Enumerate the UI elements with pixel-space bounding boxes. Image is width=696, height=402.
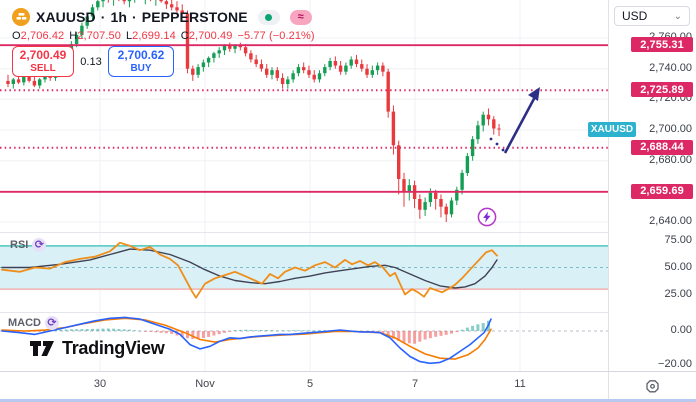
price-tick: 2,740.00 <box>646 61 692 74</box>
ohlc-readout: O2,706.42 H2,707.50 L2,699.14 C2,700.49 −5.7… <box>12 30 315 42</box>
buy-label: BUY <box>130 62 152 74</box>
rsi-tick: 75.00 <box>661 233 692 246</box>
time-tick: 7 <box>411 378 419 390</box>
high-value: 2,707.50 <box>77 30 121 42</box>
market-open-dot-icon <box>265 13 273 21</box>
title-separator: · <box>100 9 106 25</box>
price-level-label[interactable]: 2,659.69 <box>631 183 693 199</box>
price-level-label[interactable]: 2,755.31 <box>631 37 693 53</box>
change-value: −5.77 (−0.21%) <box>237 30 315 42</box>
rsi-indicator-legend[interactable]: RSI ⟳ <box>10 238 47 252</box>
open-value: 2,706.42 <box>20 30 65 42</box>
time-tick: 11 <box>514 378 526 390</box>
spread-value: 0.13 <box>74 53 108 70</box>
gold-coin-icon <box>12 8 30 26</box>
sell-price: 2,700.49 <box>19 48 67 63</box>
macd-tick: −20.00 <box>655 358 692 370</box>
lightning-bolt-icon <box>483 211 491 223</box>
time-axis[interactable]: 30 Nov 5 7 11 <box>0 371 696 400</box>
title-separator: · <box>132 9 137 25</box>
pane-separator[interactable] <box>0 312 696 313</box>
price-tick: 2,640.00 <box>646 215 692 227</box>
price-axis[interactable]: USD ⌄ 2,760.002,740.002,720.002,700.002,… <box>588 0 696 371</box>
tradingview-logo-text: TradingView <box>62 338 165 358</box>
macd-pane[interactable] <box>0 313 608 371</box>
macd-indicator-legend[interactable]: MACD ⟳ <box>8 316 59 330</box>
bolt-circle-icon <box>477 207 497 227</box>
pane-separator[interactable] <box>0 232 696 233</box>
chart-legend: XAUUSD · 1h · PEPPERSTONE ≈ O2,706.42 H2,… <box>12 6 315 42</box>
tradingview-logo-icon <box>30 341 54 356</box>
axis-settings-corner[interactable] <box>608 372 696 400</box>
approx-price-badge[interactable]: ≈ <box>289 9 312 25</box>
lightning-annotation[interactable] <box>477 207 497 232</box>
rsi-tick: 25.00 <box>661 287 692 300</box>
currency-selector[interactable]: USD ⌄ <box>614 6 690 26</box>
tradingview-logo[interactable]: TradingView <box>30 338 165 359</box>
price-tick: 2,700.00 <box>646 123 692 135</box>
symbol-name[interactable]: XAUUSD <box>36 9 96 25</box>
open-label: O <box>12 30 21 42</box>
close-label: C <box>180 30 189 42</box>
symbol-price-label[interactable]: XAUUSD <box>588 121 636 137</box>
trade-buttons: 2,700.49 SELL 0.13 2,700.62 BUY <box>12 46 174 77</box>
buy-button[interactable]: 2,700.62 BUY <box>108 46 174 77</box>
scale-settings-icon[interactable] <box>645 379 660 394</box>
symbol-title[interactable]: XAUUSD · 1h · PEPPERSTONE <box>36 9 248 25</box>
rsi-tick: 50.00 <box>661 260 692 273</box>
buy-price: 2,700.62 <box>117 48 165 63</box>
close-value: 2,700.49 <box>188 30 233 42</box>
window-bottom-edge <box>0 399 696 402</box>
macd-label: MACD <box>8 317 41 329</box>
indicator-sync-icon[interactable]: ⟳ <box>45 316 59 330</box>
interval[interactable]: 1h <box>110 9 128 25</box>
time-tick: 30 <box>93 378 107 390</box>
rsi-pane[interactable] <box>0 233 608 312</box>
macd-tick: 0.00 <box>667 324 692 336</box>
low-label: L <box>125 30 133 42</box>
price-level-label[interactable]: 2,725.89 <box>631 82 693 98</box>
time-tick: 5 <box>306 378 314 390</box>
sell-button[interactable]: 2,700.49 SELL <box>12 46 74 77</box>
indicator-sync-icon[interactable]: ⟳ <box>32 238 47 252</box>
high-label: H <box>69 30 78 42</box>
chevron-down-icon: ⌄ <box>673 10 682 22</box>
currency-value: USD <box>622 9 648 23</box>
time-tick: Nov <box>195 378 215 390</box>
price-level-label[interactable]: 2,688.44 <box>631 139 693 155</box>
sell-label: SELL <box>30 62 56 74</box>
market-status-badge[interactable] <box>257 9 280 25</box>
rsi-label: RSI <box>10 239 29 251</box>
low-value: 2,699.14 <box>132 30 176 42</box>
price-tick: 2,680.00 <box>646 153 692 166</box>
broker-name[interactable]: PEPPERSTONE <box>141 9 248 25</box>
